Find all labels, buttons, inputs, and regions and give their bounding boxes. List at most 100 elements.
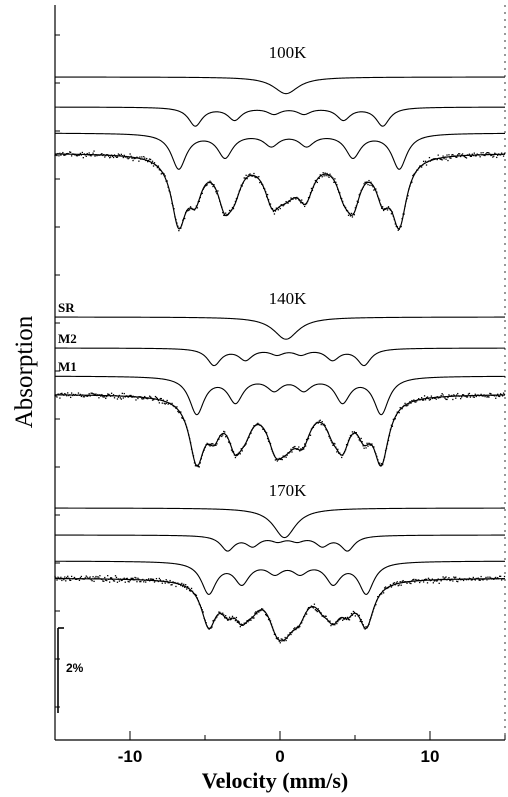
data-point [398,412,400,414]
data-point [161,402,163,404]
data-point [69,394,71,396]
data-point [154,395,157,398]
component-curve [55,316,505,340]
data-point [285,456,287,458]
data-point [347,214,350,216]
data-point [335,446,337,448]
data-point [187,587,190,589]
data-point [77,578,80,580]
data-point [264,188,266,190]
data-point [412,400,414,402]
data-point [246,620,248,622]
x-tick-label: 0 [275,747,284,766]
data-point [59,578,61,580]
data-point [327,175,329,177]
data-point [175,407,177,409]
data-point [86,576,88,578]
data-point [388,434,391,437]
data-point [229,210,232,213]
data-point [69,579,71,581]
data-point [271,626,274,628]
data-point [307,607,310,609]
data-point [403,213,405,215]
data-point [120,398,122,400]
data-point [185,211,187,214]
data-point [345,443,348,446]
data-point [405,200,407,202]
data-point [85,575,87,577]
data-point [103,580,105,582]
data-point [234,456,237,459]
data-point [344,449,347,451]
data-point [137,577,139,579]
data-point [70,392,73,394]
data-point [307,437,310,440]
data-point [376,599,378,602]
data-point [393,582,395,584]
data-point [94,393,96,396]
data-point [340,618,342,620]
data-point [63,578,65,581]
data-point [206,442,208,445]
data-point [445,398,447,401]
data-point [244,444,246,446]
data-point [373,446,375,448]
data-point [365,626,367,628]
data-point [185,584,187,586]
data-point [485,576,487,579]
data-point [155,396,158,399]
data-point [468,577,471,579]
data-point [358,194,360,196]
data-point [103,153,105,156]
data-point [235,198,238,200]
data-point [87,154,89,156]
data-point [105,579,107,581]
data-point [299,450,301,452]
data-point [382,592,385,594]
fit-curve [54,577,506,642]
data-point [118,580,121,582]
data-point [117,396,120,398]
data-point [193,209,196,211]
data-point [327,431,329,433]
data-point [441,393,443,395]
data-point [440,394,442,397]
data-point [250,619,252,621]
data-point [310,187,313,190]
data-point [101,153,103,155]
data-point [389,584,392,586]
data-point [102,154,104,157]
data-point [142,158,144,160]
data-point [432,582,434,584]
data-point [218,611,220,613]
data-point [216,443,218,445]
data-point [228,209,231,212]
data-point [321,615,323,617]
data-point [78,394,81,396]
data-point [410,402,412,404]
data-point [208,628,210,630]
data-point [350,435,353,437]
x-axis-ticks: -10 0 10 [54,731,506,766]
data-point [269,620,272,622]
data-point [292,446,294,449]
data-point [228,616,231,618]
data-point [281,458,283,461]
data-point [309,434,312,436]
data-point [186,426,188,428]
data-point [315,422,317,424]
data-point [452,398,454,401]
data-point [206,184,208,186]
data-point [440,580,442,582]
data-point [261,183,263,185]
data-point [498,395,500,397]
data-point [177,582,179,584]
data-point [338,452,340,454]
data-point [447,578,449,580]
data-point [226,619,229,621]
data-point [416,579,418,581]
data-point [105,154,107,157]
data-point [409,582,411,584]
data-point [305,613,308,615]
data-point [172,205,174,207]
